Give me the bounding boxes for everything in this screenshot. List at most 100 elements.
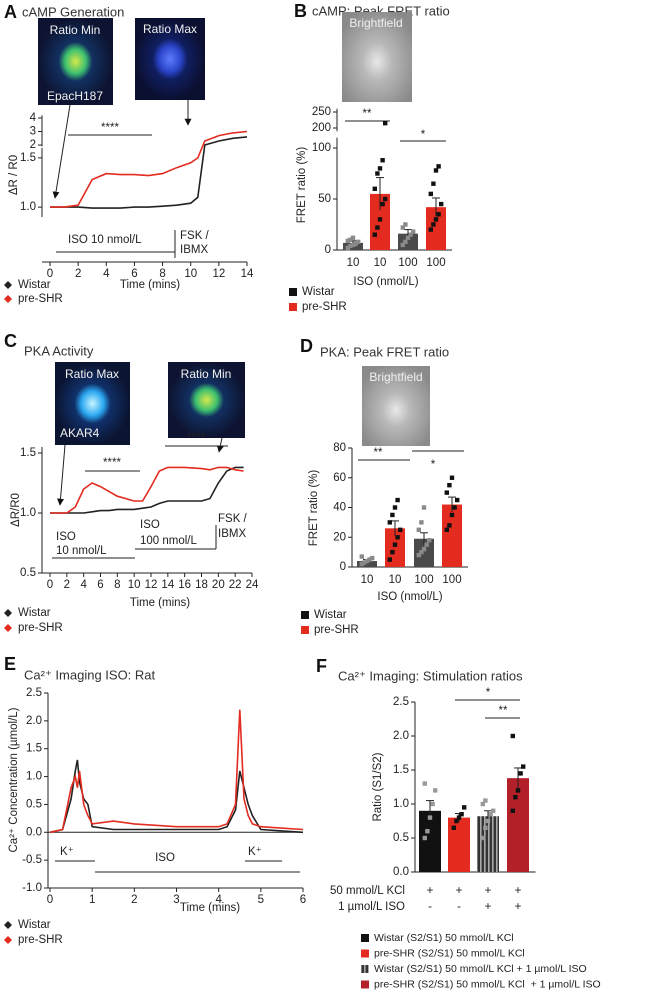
data-point	[364, 558, 370, 564]
data-point	[424, 542, 429, 547]
legend-label: Wistar	[302, 286, 335, 298]
data-point	[433, 168, 439, 173]
row-cell: -	[457, 901, 461, 913]
y-tick-label: 250	[312, 106, 331, 118]
x-tick-label: 22	[229, 579, 242, 591]
legend-marker	[361, 980, 369, 989]
data-point	[518, 771, 523, 776]
data-point	[480, 801, 485, 807]
y-tick-label: 80	[333, 442, 346, 454]
data-point	[513, 795, 518, 800]
legend-label: pre-SHR	[302, 301, 347, 313]
legend-label: Wistar	[314, 609, 347, 621]
row-cell: +	[456, 885, 463, 897]
bar	[414, 538, 434, 567]
legend-marker	[4, 624, 12, 632]
y-tick-label: 2.5	[393, 696, 409, 708]
y-tick-label: 1.0	[20, 507, 36, 519]
annotation: ****	[103, 457, 121, 469]
data-point	[425, 829, 430, 834]
x-tick-label: 8	[114, 579, 120, 591]
annotation: *	[431, 459, 436, 471]
panel-letter: B	[294, 1, 307, 21]
x-tick-label: 3	[173, 894, 179, 906]
data-point	[359, 561, 364, 567]
data-point	[362, 560, 367, 565]
data-point	[439, 201, 444, 207]
y-tick-label: 3	[30, 126, 36, 138]
legend-marker	[4, 936, 12, 944]
x-tick-label: 0	[47, 268, 53, 280]
legend-marker	[361, 965, 369, 973]
panel-letter: D	[300, 336, 313, 356]
annotation: **	[499, 705, 508, 717]
annotation: IBMX	[180, 244, 208, 256]
data-point	[375, 225, 380, 230]
y-tick-label: 0.5	[26, 798, 42, 810]
y-tick-label: -1.0	[22, 882, 42, 894]
bar	[419, 810, 441, 872]
row-cell: -	[428, 901, 432, 913]
x-tick-label: 2	[131, 894, 137, 906]
y-tick-label: 1.5	[393, 764, 409, 776]
data-point	[390, 549, 395, 555]
legend-marker	[289, 303, 297, 311]
y-tick-label: 2.0	[393, 730, 409, 742]
data-point	[367, 557, 372, 562]
y-tick-label: 0.5	[393, 832, 409, 844]
data-point	[459, 812, 464, 817]
image-label: Ratio Max	[65, 367, 119, 381]
x-tick-label: 5	[258, 894, 264, 906]
x-tick-label: 16	[178, 579, 191, 591]
row-cell: +	[515, 901, 522, 913]
data-point	[428, 191, 433, 197]
y-axis-label: ΔR/R0	[10, 493, 22, 527]
x-tick-label: 0	[47, 579, 53, 591]
y-tick-label: 0.0	[26, 826, 42, 838]
data-point	[348, 237, 353, 242]
data-point	[444, 527, 449, 533]
legend-label: Wistar	[18, 607, 51, 619]
y-tick-label: 4	[30, 112, 37, 124]
x-tick-label: 8	[159, 268, 165, 280]
x-tick-label: 14	[241, 268, 254, 280]
data-point	[372, 232, 377, 237]
y-tick-label: 20	[333, 531, 346, 543]
x-tick-label: 6	[300, 894, 306, 906]
data-point	[416, 527, 421, 533]
y-tick-label: 1.0	[26, 771, 42, 783]
image-label: Brightfield	[349, 16, 402, 30]
y-tick-label: 2	[30, 139, 36, 151]
legend-marker	[4, 609, 12, 617]
series-line	[50, 466, 244, 514]
x-tick-label: 12	[145, 579, 158, 591]
row-cell: +	[485, 885, 492, 897]
data-point	[356, 239, 361, 245]
annotation: 10 nmol/L	[56, 545, 107, 557]
data-point	[488, 812, 493, 817]
data-point	[422, 781, 427, 786]
data-point	[400, 225, 405, 230]
y-tick-label: 0	[325, 244, 331, 256]
bar	[507, 778, 529, 872]
micrograph	[55, 362, 130, 445]
annotation: ISO	[140, 519, 160, 531]
data-point	[422, 835, 427, 841]
x-tick-label: 18	[195, 579, 208, 591]
data-point	[411, 229, 416, 234]
data-point	[436, 212, 441, 217]
x-tick-label: 4	[215, 894, 222, 906]
legend-marker	[4, 281, 12, 289]
data-point	[480, 835, 485, 841]
data-point	[377, 166, 383, 171]
data-point	[452, 505, 457, 510]
row-label: 1 µmol/L ISO	[338, 901, 405, 913]
data-point	[392, 505, 398, 510]
legend-marker	[301, 611, 309, 619]
data-point	[451, 825, 456, 830]
x-tick-label: 0	[47, 894, 53, 906]
data-point	[383, 121, 388, 126]
data-point	[395, 497, 400, 503]
y-tick-label: 50	[318, 193, 331, 205]
